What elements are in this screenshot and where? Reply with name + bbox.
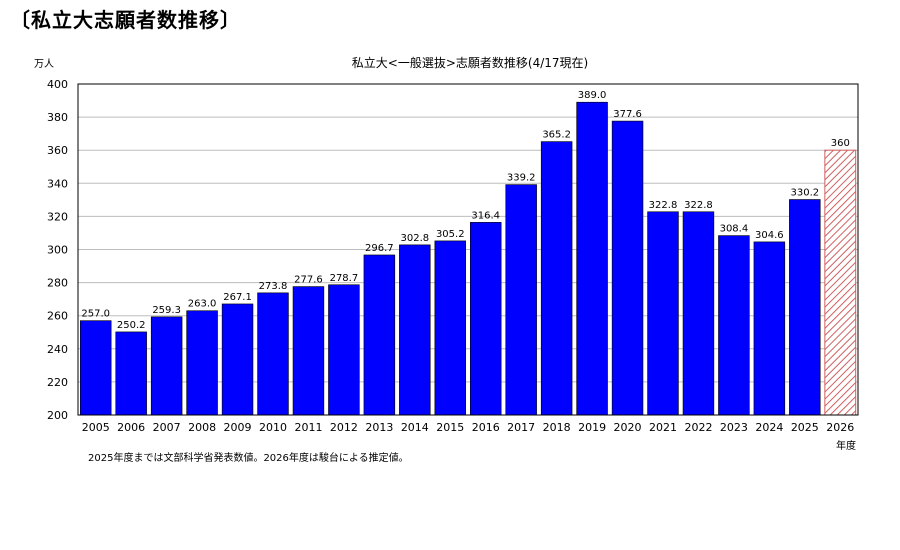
value-label: 263.0 (188, 299, 217, 310)
x-tick-label: 2013 (365, 421, 393, 434)
bar (611, 120, 644, 416)
x-tick-label: 2022 (684, 421, 712, 434)
bar (115, 331, 147, 416)
value-label: 305.2 (436, 229, 465, 240)
y-tick-label: 280 (47, 277, 68, 290)
value-label: 302.8 (400, 233, 429, 244)
bar (363, 254, 396, 416)
value-label: 389.0 (578, 90, 607, 101)
bar (434, 240, 466, 416)
x-axis-unit-label: 年度 (836, 441, 856, 452)
y-tick-labels: 200 220 240 260 280 300 320 340 360 380 400 (47, 78, 68, 422)
bar (647, 211, 679, 416)
bar (576, 101, 608, 416)
y-tick-label: 400 (47, 78, 68, 91)
value-labels: 257.0 250.2 259.3 263.0 267.1 273.8 277.6 278.7… (81, 90, 849, 331)
y-tick-label: 300 (47, 244, 68, 257)
value-label: 322.8 (684, 200, 713, 211)
bar (789, 199, 821, 416)
y-tick-label: 240 (47, 343, 68, 356)
bar (221, 303, 254, 416)
value-label: 273.8 (259, 281, 288, 292)
bar (682, 211, 715, 416)
bar (328, 284, 360, 416)
x-tick-label: 2012 (330, 421, 358, 434)
bar (753, 241, 786, 416)
value-label: 330.2 (790, 188, 819, 199)
footnote: 2025年度までは文部科学省発表数値。2026年度は駿台による推定値。 (88, 453, 409, 464)
value-label: 259.3 (152, 305, 181, 316)
value-label: 377.6 (613, 109, 642, 120)
bar (505, 184, 537, 416)
x-tick-label: 2005 (82, 421, 110, 434)
bar (80, 320, 112, 416)
x-tick-label: 2019 (578, 421, 606, 434)
x-tick-label: 2010 (259, 421, 287, 434)
bars (80, 101, 857, 416)
y-tick-label: 200 (47, 409, 68, 422)
x-tick-label: 2018 (543, 421, 571, 434)
page-heading: 〔私立大志願者数推移〕 (10, 8, 241, 32)
bar (186, 310, 218, 416)
bar (718, 235, 750, 416)
value-label: 339.2 (507, 173, 536, 184)
x-tick-label: 2026 (826, 421, 854, 434)
y-tick-label: 380 (47, 111, 68, 124)
value-label: 278.7 (330, 273, 359, 284)
x-tick-label: 2016 (472, 421, 500, 434)
value-label: 360 (831, 138, 850, 149)
value-label: 322.8 (649, 200, 678, 211)
plot-frame (77, 83, 859, 416)
bar-estimate (824, 149, 857, 416)
value-label: 257.0 (81, 309, 110, 320)
x-tick-label: 2014 (401, 421, 429, 434)
x-tick-label: 2024 (755, 421, 783, 434)
x-tick-label: 2025 (791, 421, 819, 434)
chart-title: 私立大<一般選抜>志願者数推移(4/17現在) (351, 56, 589, 70)
bar (292, 286, 325, 416)
bar (150, 316, 183, 416)
bar (470, 222, 502, 416)
y-axis-unit-label: 万人 (34, 59, 54, 70)
x-tick-label: 2008 (188, 421, 216, 434)
value-label: 316.4 (471, 210, 500, 221)
value-label: 308.4 (720, 224, 749, 235)
x-tick-label: 2015 (436, 421, 464, 434)
x-tick-label: 2011 (294, 421, 322, 434)
x-tick-label: 2006 (117, 421, 145, 434)
y-tick-label: 220 (47, 376, 68, 389)
y-tick-label: 340 (47, 177, 68, 190)
value-label: 296.7 (365, 243, 394, 254)
x-tick-label: 2021 (649, 421, 677, 434)
bar (540, 141, 573, 416)
x-tick-label: 2020 (614, 421, 642, 434)
x-tick-label: 2023 (720, 421, 748, 434)
y-tick-label: 320 (47, 210, 68, 223)
value-label: 277.6 (294, 275, 323, 286)
value-label: 267.1 (223, 292, 252, 303)
bar (399, 244, 431, 416)
x-tick-label: 2007 (153, 421, 181, 434)
x-tick-labels: 2005 2006 2007 2008 2009 2010 2011 2012 2013 2014… (82, 421, 855, 434)
x-tick-label: 2017 (507, 421, 535, 434)
y-tick-label: 360 (47, 144, 68, 157)
y-tick-label: 260 (47, 310, 68, 323)
value-label: 250.2 (117, 320, 146, 331)
bar (257, 292, 289, 416)
value-label: 304.6 (755, 230, 784, 241)
value-label: 365.2 (542, 130, 571, 141)
x-tick-label: 2009 (224, 421, 252, 434)
